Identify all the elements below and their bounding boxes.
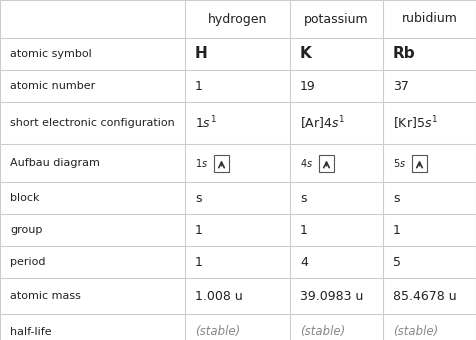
Text: atomic mass: atomic mass: [10, 291, 81, 301]
Text: $1s$: $1s$: [195, 157, 208, 169]
Text: Aufbau diagram: Aufbau diagram: [10, 158, 100, 168]
Text: 39.0983 u: 39.0983 u: [300, 289, 363, 303]
Text: 19: 19: [300, 80, 316, 92]
Text: half-life: half-life: [10, 327, 51, 337]
Text: (stable): (stable): [393, 325, 438, 339]
Text: atomic symbol: atomic symbol: [10, 49, 92, 59]
Text: Rb: Rb: [393, 47, 416, 62]
Text: 1: 1: [300, 223, 308, 237]
Text: 5: 5: [393, 255, 401, 269]
Text: $1s^1$: $1s^1$: [195, 115, 217, 131]
Text: 37: 37: [393, 80, 409, 92]
Text: hydrogen: hydrogen: [208, 13, 267, 26]
Text: atomic number: atomic number: [10, 81, 95, 91]
Text: 4: 4: [300, 255, 308, 269]
Text: 1: 1: [195, 223, 203, 237]
Text: 1: 1: [195, 80, 203, 92]
Text: (stable): (stable): [300, 325, 345, 339]
Text: (stable): (stable): [195, 325, 240, 339]
Text: block: block: [10, 193, 40, 203]
Text: 85.4678 u: 85.4678 u: [393, 289, 456, 303]
Text: s: s: [393, 191, 399, 204]
Text: potassium: potassium: [304, 13, 369, 26]
FancyBboxPatch shape: [214, 154, 229, 171]
Text: 1: 1: [195, 255, 203, 269]
Text: K: K: [300, 47, 312, 62]
Text: period: period: [10, 257, 46, 267]
Text: $\mathrm{[Ar]}4s^1$: $\mathrm{[Ar]}4s^1$: [300, 114, 345, 132]
Text: s: s: [300, 191, 307, 204]
Text: $4s$: $4s$: [300, 157, 313, 169]
Text: 1: 1: [393, 223, 401, 237]
FancyBboxPatch shape: [319, 154, 334, 171]
FancyBboxPatch shape: [412, 154, 427, 171]
Text: 1.008 u: 1.008 u: [195, 289, 243, 303]
Text: H: H: [195, 47, 208, 62]
Text: $\mathrm{[Kr]}5s^1$: $\mathrm{[Kr]}5s^1$: [393, 114, 438, 132]
Text: s: s: [195, 191, 201, 204]
Text: short electronic configuration: short electronic configuration: [10, 118, 175, 128]
Text: rubidium: rubidium: [402, 13, 457, 26]
Text: group: group: [10, 225, 42, 235]
Text: $5s$: $5s$: [393, 157, 406, 169]
